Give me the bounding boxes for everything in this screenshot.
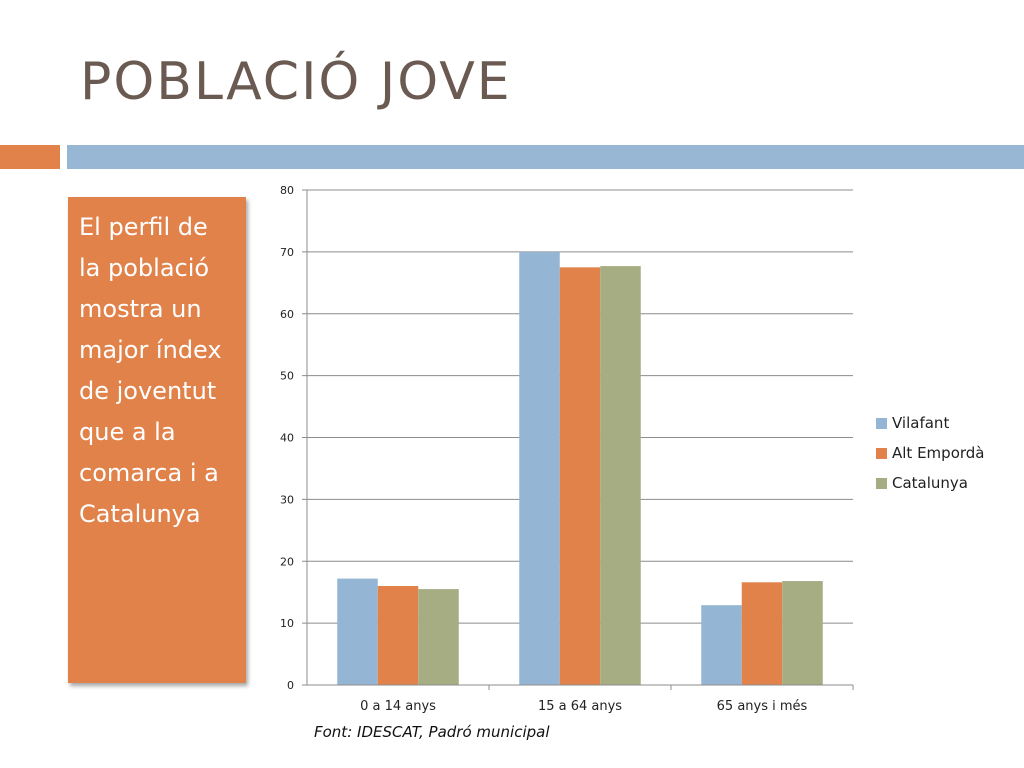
legend-item: Vilafant	[876, 408, 984, 438]
header-accent-orange	[0, 145, 60, 169]
legend-swatch	[876, 447, 887, 459]
bar-vilafant-2	[701, 605, 742, 685]
y-tick-label: 0	[287, 679, 294, 692]
y-tick-label: 30	[280, 493, 294, 506]
bar-catalunya-0	[418, 589, 459, 685]
x-tick-label: 0 a 14 anys	[360, 699, 436, 714]
bar-catalunya-2	[782, 581, 823, 685]
x-tick-label: 15 a 64 anys	[538, 699, 622, 714]
y-tick-label: 60	[280, 308, 294, 321]
x-tick-label: 65 anys i més	[717, 699, 808, 714]
chart-legend: Vilafant Alt Empordà Catalunya	[876, 408, 984, 498]
y-tick-label: 10	[280, 617, 294, 630]
legend-swatch	[876, 417, 887, 429]
y-tick-label: 70	[280, 246, 294, 259]
bar-alt-empord--0	[377, 586, 419, 685]
callout-text: El perfil de la població mostra un major…	[79, 213, 222, 528]
slide-title: POBLACIÓ JOVE	[80, 52, 512, 112]
bar-catalunya-1	[600, 266, 641, 685]
header-accent-blue	[67, 145, 1024, 169]
source-note: Font: IDESCAT, Padró municipal	[314, 723, 550, 741]
legend-item: Alt Empordà	[876, 438, 984, 468]
y-tick-label: 80	[280, 184, 294, 197]
y-tick-label: 20	[280, 555, 294, 568]
bar-vilafant-0	[337, 578, 378, 685]
bar-alt-empord--2	[741, 582, 783, 685]
legend-label: Catalunya	[892, 474, 968, 492]
legend-item: Catalunya	[876, 468, 984, 498]
y-tick-label: 50	[280, 370, 294, 383]
legend-label: Vilafant	[892, 414, 950, 432]
bar-alt-empord--1	[559, 267, 601, 685]
bar-vilafant-1	[519, 251, 560, 685]
callout-box: El perfil de la població mostra un major…	[68, 197, 246, 683]
y-tick-label: 40	[280, 432, 294, 445]
legend-swatch	[876, 477, 887, 489]
legend-label: Alt Empordà	[892, 444, 985, 462]
